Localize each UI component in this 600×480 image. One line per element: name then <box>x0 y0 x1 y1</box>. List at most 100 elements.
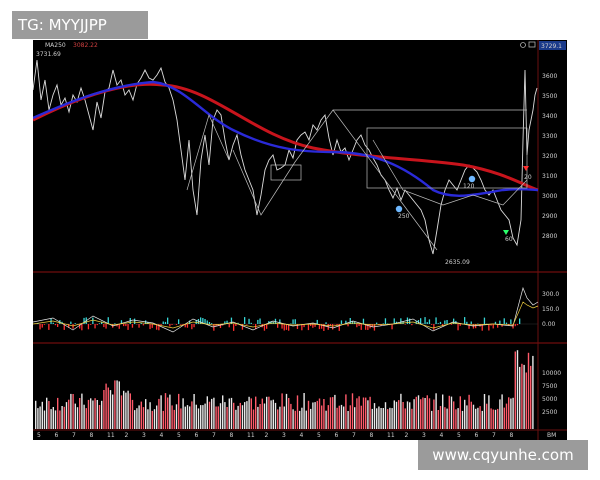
macd-bar <box>169 324 171 327</box>
volume-bar <box>448 395 450 429</box>
macd-bar <box>246 324 248 325</box>
macd-bar <box>494 321 497 324</box>
volume-bar <box>65 402 68 429</box>
macd-bar <box>411 324 413 326</box>
macd-bar <box>294 319 296 324</box>
volume-bar <box>345 394 347 429</box>
volume-bar <box>371 408 373 429</box>
pattern-box-a <box>270 164 302 181</box>
time-axis-label: 6 <box>195 432 199 439</box>
volume-bar <box>325 410 327 429</box>
macd-bar <box>464 317 466 324</box>
volume-bar <box>149 402 151 429</box>
volume-bar <box>158 398 160 429</box>
volume-bar <box>85 408 87 429</box>
macd-bar <box>244 317 246 324</box>
macd-bars <box>35 317 521 331</box>
macd-bar <box>208 322 211 324</box>
macd-bar <box>87 324 90 330</box>
macd-bar <box>228 324 230 328</box>
volume-bar <box>171 405 173 429</box>
macd-bar <box>307 324 310 331</box>
volume-bar <box>356 398 358 429</box>
macd-bar <box>384 318 387 324</box>
volume-bar <box>490 408 492 429</box>
macd-bar <box>48 324 50 330</box>
volume-bar <box>239 402 241 429</box>
volume-bar <box>288 398 290 429</box>
macd-bar <box>323 324 325 331</box>
macd-bar <box>83 317 85 324</box>
macd-bar <box>329 324 332 326</box>
volume-bar <box>37 408 39 429</box>
time-axis-label: 4 <box>300 432 304 439</box>
volume-bar <box>178 393 180 429</box>
macd-bar <box>107 317 109 324</box>
volume-bar <box>142 407 145 429</box>
volume-bar <box>417 395 420 429</box>
macd-bar <box>79 324 81 329</box>
macd-bar <box>72 324 74 329</box>
volume-bar <box>316 400 318 429</box>
volume-bar <box>505 403 508 429</box>
volume-bar <box>307 400 310 429</box>
macd-bar <box>358 324 360 326</box>
volume-bar <box>415 396 417 429</box>
ma20-marker <box>523 166 529 171</box>
volume-bar <box>395 401 398 429</box>
volume-bar <box>501 394 503 429</box>
volume-bar <box>206 396 208 429</box>
volume-bar <box>327 405 329 429</box>
macd-bar <box>57 324 59 327</box>
volume-bar <box>437 410 439 429</box>
macd-bar <box>409 318 411 324</box>
price-tick: 3100 <box>542 173 557 180</box>
volume-bar <box>107 387 109 429</box>
volume-bar <box>406 401 409 429</box>
macd-tick: 150.0 <box>542 306 559 313</box>
macd-bar <box>96 324 98 326</box>
volume-bar <box>138 405 140 429</box>
macd-bar <box>285 324 288 330</box>
time-axis-label: 3 <box>422 432 426 439</box>
volume-bar <box>81 393 83 429</box>
macd-bar <box>428 319 431 324</box>
pin-icon[interactable] <box>520 42 526 48</box>
volume-bar <box>527 352 530 429</box>
volume-bar <box>453 401 455 429</box>
macd-bar <box>492 324 494 329</box>
volume-bar <box>50 409 52 429</box>
stock-chart-svg[interactable]: MA250 3082.22 3731.69 3729.1 3600 3500 3… <box>33 40 567 440</box>
stock-chart-panel[interactable]: MA250 3082.22 3731.69 3729.1 3600 3500 3… <box>33 40 567 440</box>
volume-bar <box>475 408 477 429</box>
volume-bar <box>442 394 444 429</box>
volume-bar <box>189 406 191 429</box>
time-axis-label: 4 <box>160 432 164 439</box>
volume-bar <box>290 403 292 429</box>
macd-bar <box>224 321 226 324</box>
price-tick: 3200 <box>542 153 557 160</box>
macd-bar <box>250 322 252 324</box>
volume-bar <box>52 407 54 429</box>
window-icon[interactable] <box>528 41 536 48</box>
time-axis-label: 5 <box>37 432 41 439</box>
macd-tick: 300.0 <box>542 291 559 298</box>
macd-bar <box>279 319 281 324</box>
volume-bar <box>274 402 277 429</box>
volume-bar <box>87 399 90 429</box>
macd-bar <box>457 324 459 331</box>
site-watermark: www.cqyunhe.com <box>418 440 588 470</box>
volume-bar <box>59 410 61 429</box>
time-axis-label: 6 <box>55 432 59 439</box>
macd-bar <box>393 318 395 324</box>
volume-bar <box>477 407 479 429</box>
volume-bar <box>244 402 246 429</box>
macd-bar <box>510 319 512 324</box>
volume-bar <box>193 394 195 429</box>
macd-dea-line <box>33 301 539 329</box>
price-tick: 3500 <box>542 93 557 100</box>
macd-bar <box>235 324 237 326</box>
macd-bar <box>206 320 208 324</box>
volume-bar <box>151 410 153 429</box>
macd-bar <box>442 324 444 326</box>
